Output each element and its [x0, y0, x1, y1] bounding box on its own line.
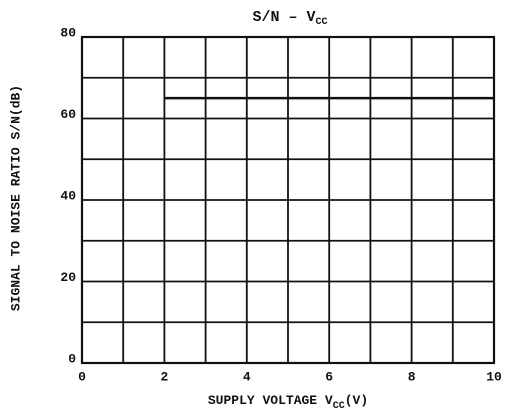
y-tick-label: 40: [60, 188, 76, 203]
y-tick-label: 60: [60, 107, 76, 122]
y-axis-label: SIGNAL TO NOISE RATIO S/N(dB): [8, 85, 23, 311]
x-label-subscript: CC: [333, 401, 345, 410]
y-tick-label: 20: [60, 270, 76, 285]
plot-frame: [80, 35, 496, 365]
y-tick-label: 0: [68, 351, 76, 366]
x-label-text: SUPPLY VOLTAGE V: [208, 393, 333, 408]
chart-title: S/N – VCC: [252, 9, 327, 28]
y-tick-label: 80: [60, 25, 76, 40]
x-label-unit: (V): [345, 393, 368, 408]
x-tick-label: 2: [160, 369, 168, 384]
x-tick-label: 4: [243, 369, 251, 384]
x-tick-label: 8: [408, 369, 416, 384]
title-subscript: CC: [316, 17, 328, 28]
x-axis-label: SUPPLY VOLTAGE VCC(V): [208, 393, 368, 410]
x-tick-label: 10: [486, 369, 502, 384]
x-tick-label: 6: [325, 369, 333, 384]
x-tick-label: 0: [78, 369, 86, 384]
title-text: S/N – V: [252, 9, 315, 26]
